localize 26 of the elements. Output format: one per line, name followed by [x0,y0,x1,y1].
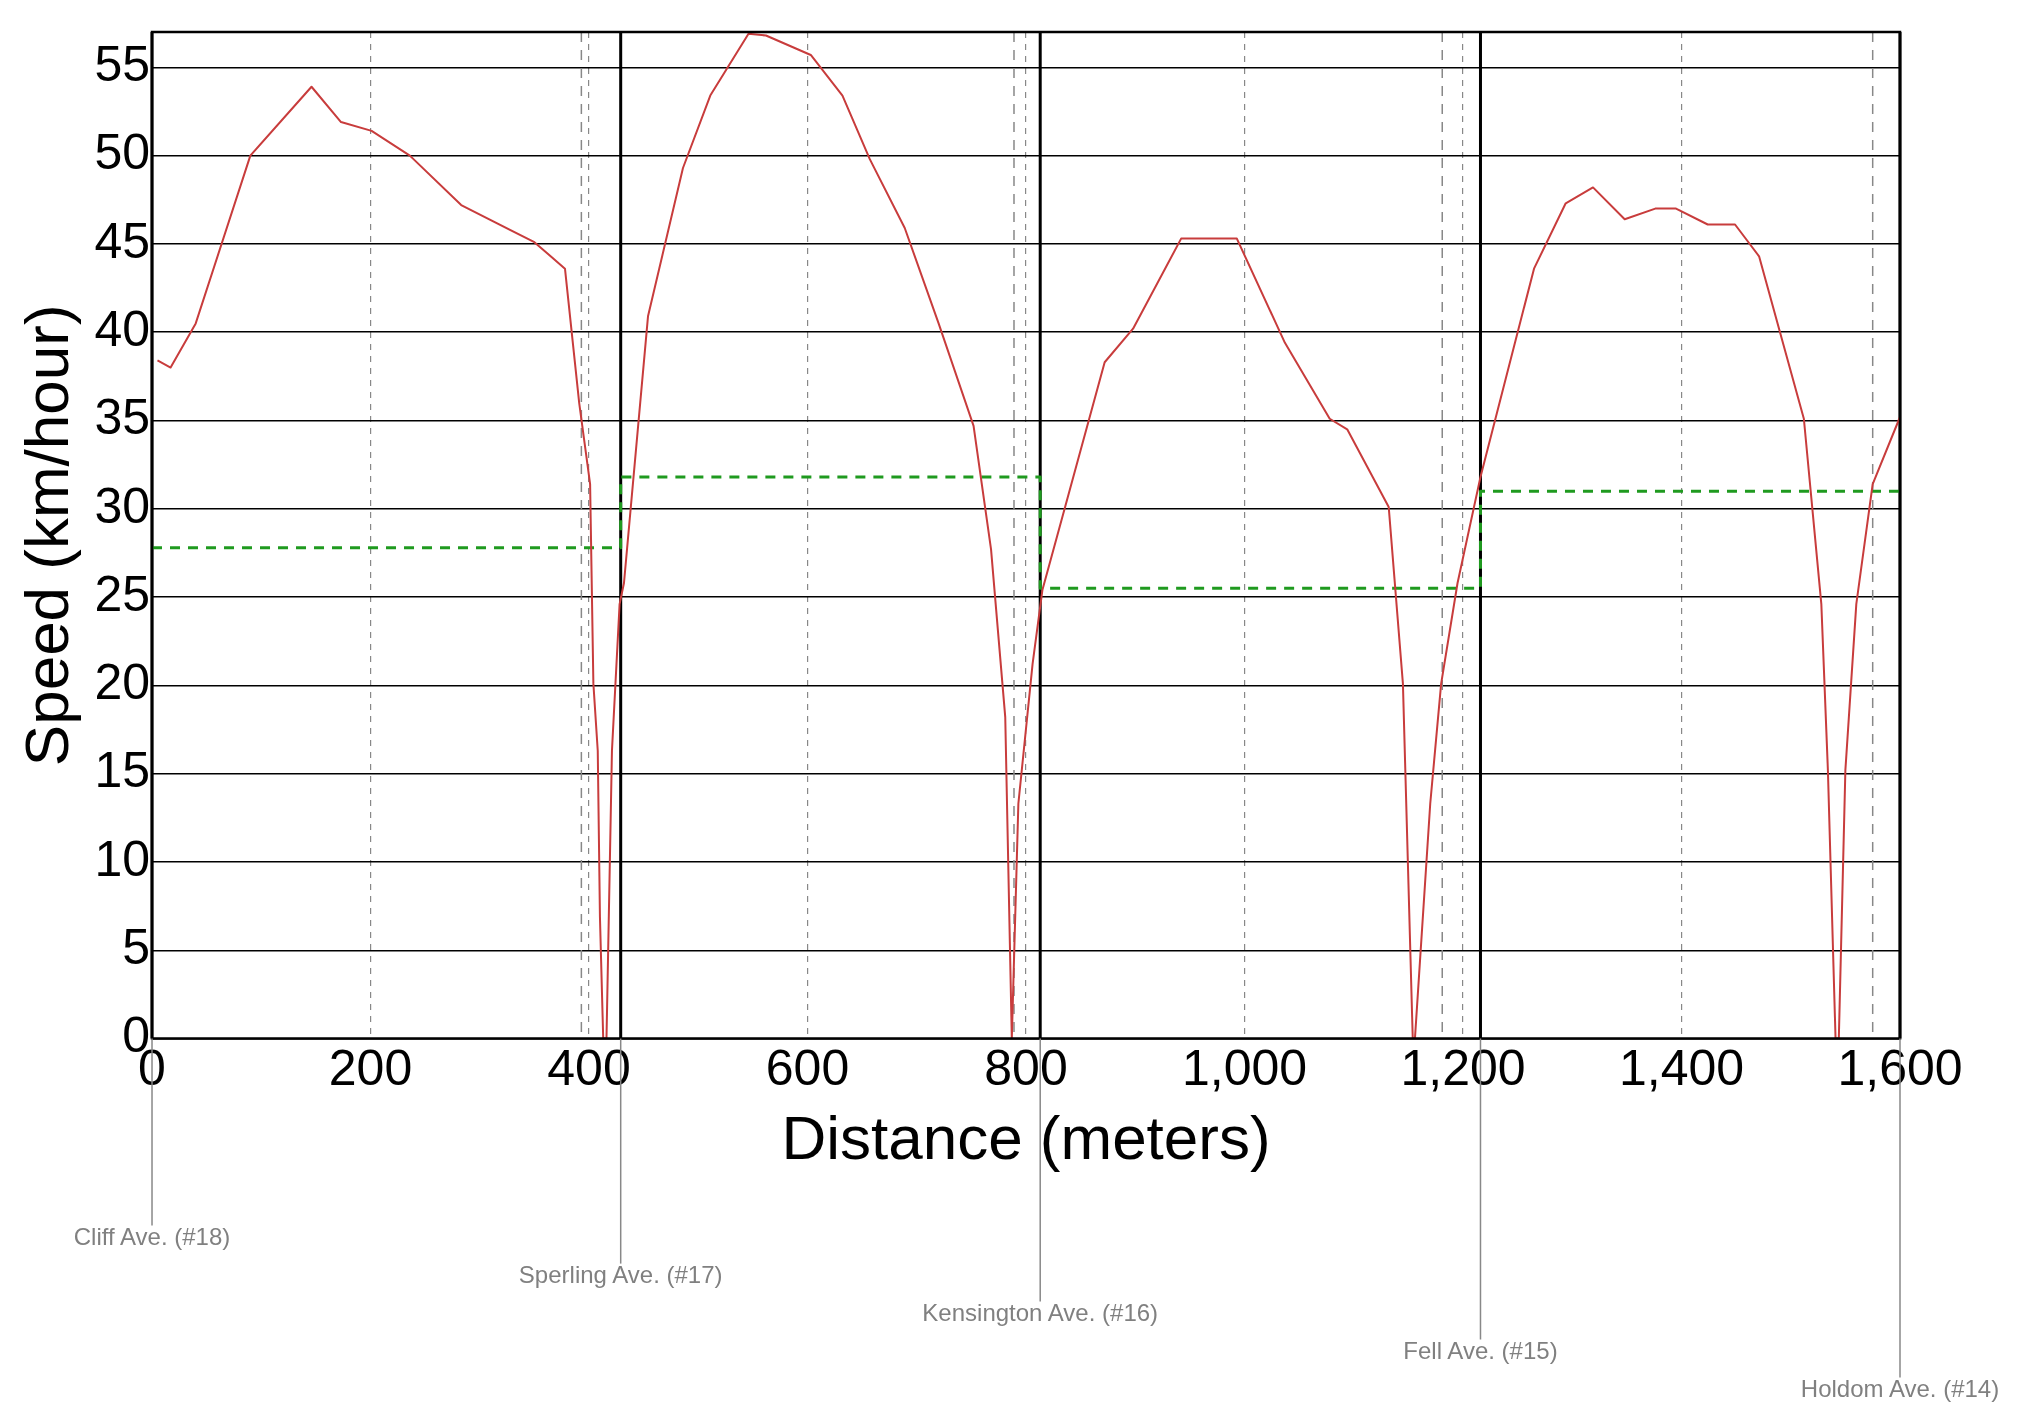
x-tick-label: 600 [765,1040,850,1097]
y-tick-label: 50 [94,124,151,181]
x-tick-label: 1,600 [1837,1040,1963,1097]
y-axis-title: Speed (km/hour) [12,304,82,767]
y-tick-label: 10 [94,830,151,887]
x-tick-label: 400 [547,1040,631,1097]
ref-line-label: Sperling Ave. (#17) [518,1261,723,1289]
y-tick-label: 20 [94,654,151,711]
y-tick-label: 25 [94,565,151,622]
x-tick-label: 200 [328,1040,413,1097]
y-tick-label: 40 [94,301,151,357]
y-tick-label: 45 [94,212,151,269]
ref-line-label: Fell Ave. (#15) [1403,1337,1558,1365]
x-tick-label: 1,400 [1618,1040,1745,1097]
ref-line-label: Kensington Ave. (#16) [922,1299,1159,1327]
x-tick-label: 1,200 [1400,1040,1526,1097]
y-tick-label: 30 [94,477,151,534]
x-tick-label: 1,000 [1181,1040,1308,1097]
y-tick-label: 5 [122,919,151,976]
ref-line-label: Holdom Ave. (#14) [1800,1375,2000,1403]
y-tick-label: 15 [94,742,151,799]
y-tick-label: 35 [94,389,151,446]
x-axis-title: Distance (meters) [781,1102,1271,1172]
ref-line-label: Cliff Ave. (#18) [73,1223,231,1251]
x-tick-label: 800 [984,1040,1068,1097]
y-tick-label: 55 [94,36,151,93]
